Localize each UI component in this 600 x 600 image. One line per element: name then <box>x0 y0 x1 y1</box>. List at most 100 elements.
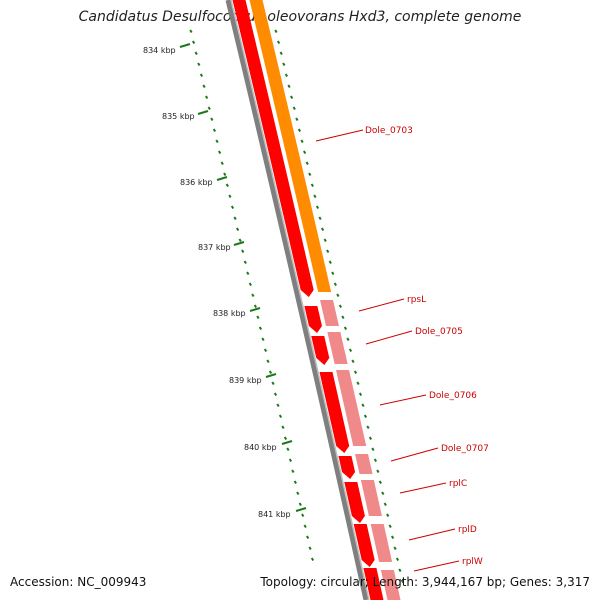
tick-dot <box>310 557 315 562</box>
tick-dot <box>293 480 297 485</box>
tick-dot <box>390 535 395 540</box>
tick-dot <box>246 271 250 276</box>
tick-838: 838 kbp <box>213 307 261 318</box>
tick-dot <box>233 216 237 221</box>
gene-segment-rrna[interactable] <box>249 0 332 292</box>
tick-label: 841 kbp <box>258 510 291 519</box>
rrna-gene-track <box>249 0 332 292</box>
tick-dot <box>326 249 330 254</box>
gene-segment-reverse[interactable] <box>360 480 382 516</box>
gene-segment-reverse[interactable] <box>370 524 393 562</box>
gene-segment-reverse[interactable] <box>320 300 339 326</box>
tick-dot <box>371 447 375 452</box>
gene-segment-forward[interactable] <box>232 0 314 297</box>
tick-dot <box>283 436 288 441</box>
tick-dot <box>202 84 206 89</box>
tick-836: 836 kbp <box>180 176 228 187</box>
tick-dot <box>220 161 224 166</box>
gene-callout[interactable]: rplW <box>413 557 483 572</box>
tick-dot <box>303 150 307 155</box>
gene-segment-reverse[interactable] <box>355 454 373 474</box>
tick-dot <box>243 260 247 265</box>
gene-label: rplW <box>462 557 483 567</box>
gene-callout[interactable]: Dole_0705 <box>365 327 463 345</box>
backbone <box>225 0 369 600</box>
tick-dot <box>197 62 201 67</box>
tick-840: 840 kbp <box>244 440 293 452</box>
tick-dot <box>348 348 353 353</box>
gene-segment-reverse[interactable] <box>380 570 401 600</box>
tick-dot <box>381 491 385 496</box>
tick-label: 838 kbp <box>213 309 246 318</box>
gene-label: Dole_0703 <box>365 126 413 136</box>
tick-dot <box>395 557 400 562</box>
tick-dot <box>288 458 293 463</box>
tick-dot <box>320 227 325 232</box>
gene-callout[interactable]: rplC <box>399 479 467 494</box>
genome-summary-text: Topology: circular; Length: 3,944,167 bp… <box>260 575 590 589</box>
forward-gene-track <box>232 0 384 600</box>
tick-dot <box>300 139 304 144</box>
tick-dot <box>261 337 265 342</box>
gene-segment-forward[interactable] <box>363 568 384 600</box>
gene-segment-forward[interactable] <box>338 456 356 479</box>
gene-callout[interactable]: rpsL <box>358 295 426 312</box>
gene-label: Dole_0706 <box>429 391 477 401</box>
tick-dot <box>212 128 217 133</box>
tick-dot <box>205 95 209 100</box>
tick-dot <box>400 579 404 584</box>
gene-segment-reverse[interactable] <box>327 332 348 364</box>
gene-callout[interactable]: rplD <box>408 525 477 541</box>
gene-segment-forward[interactable] <box>344 482 365 523</box>
tick-dot <box>383 502 387 507</box>
tick-dot <box>290 95 294 100</box>
tick-dot <box>368 436 373 441</box>
tick-dot <box>303 524 307 529</box>
tick-dot <box>218 150 222 155</box>
tick-dot <box>301 513 305 518</box>
tick-dot <box>207 106 211 111</box>
tick-dot <box>323 238 327 243</box>
tick-dot <box>313 194 317 199</box>
tick-dot <box>308 546 312 551</box>
genome-title: Candidatus Desulfococcus oleovorans Hxd3… <box>78 9 522 25</box>
tick-dot <box>279 51 283 56</box>
tick-dot <box>336 293 340 298</box>
gene-callout[interactable]: Dole_0706 <box>379 391 477 406</box>
gene-segment-reverse[interactable] <box>336 370 367 446</box>
tick-dot <box>308 172 312 177</box>
tick-dot <box>228 194 232 199</box>
tick-dot <box>338 304 343 309</box>
tick-dot <box>361 403 365 408</box>
gene-callout[interactable]: Dole_0703 <box>315 126 413 142</box>
gene-labels: Dole_0703 rpsL Dole_0705 Dole_0706 Dole_… <box>315 126 489 572</box>
tick-dot <box>366 425 370 430</box>
tick-dot <box>268 370 273 375</box>
tick-dot <box>343 326 348 331</box>
tick-dot <box>284 73 289 78</box>
gene-segment-forward[interactable] <box>311 336 330 365</box>
tick-dot <box>281 425 285 430</box>
tick-dot <box>199 73 204 78</box>
tick-dot <box>358 392 363 397</box>
gene-segment-forward[interactable] <box>353 524 375 567</box>
tick-label: 837 kbp <box>198 243 231 252</box>
tick-label: 834 kbp <box>143 46 176 55</box>
tick-dot <box>295 117 299 122</box>
tick-dot <box>353 370 358 375</box>
gene-segment-forward[interactable] <box>304 306 322 333</box>
tick-label: 835 kbp <box>162 112 195 121</box>
tick-dot <box>318 216 322 221</box>
tick-dot <box>331 271 335 276</box>
tick-dot <box>256 315 260 320</box>
gene-label: Dole_0705 <box>415 327 463 337</box>
tick-dot <box>393 546 397 551</box>
gene-callout[interactable]: Dole_0707 <box>390 444 489 462</box>
gene-segment-forward[interactable] <box>319 372 350 453</box>
tick-dot <box>298 502 302 507</box>
tick-dot <box>258 326 263 331</box>
tick-dot <box>271 381 275 386</box>
tick-837: 837 kbp <box>198 241 245 252</box>
tick-dot <box>230 205 235 210</box>
tick-dot <box>266 359 270 364</box>
